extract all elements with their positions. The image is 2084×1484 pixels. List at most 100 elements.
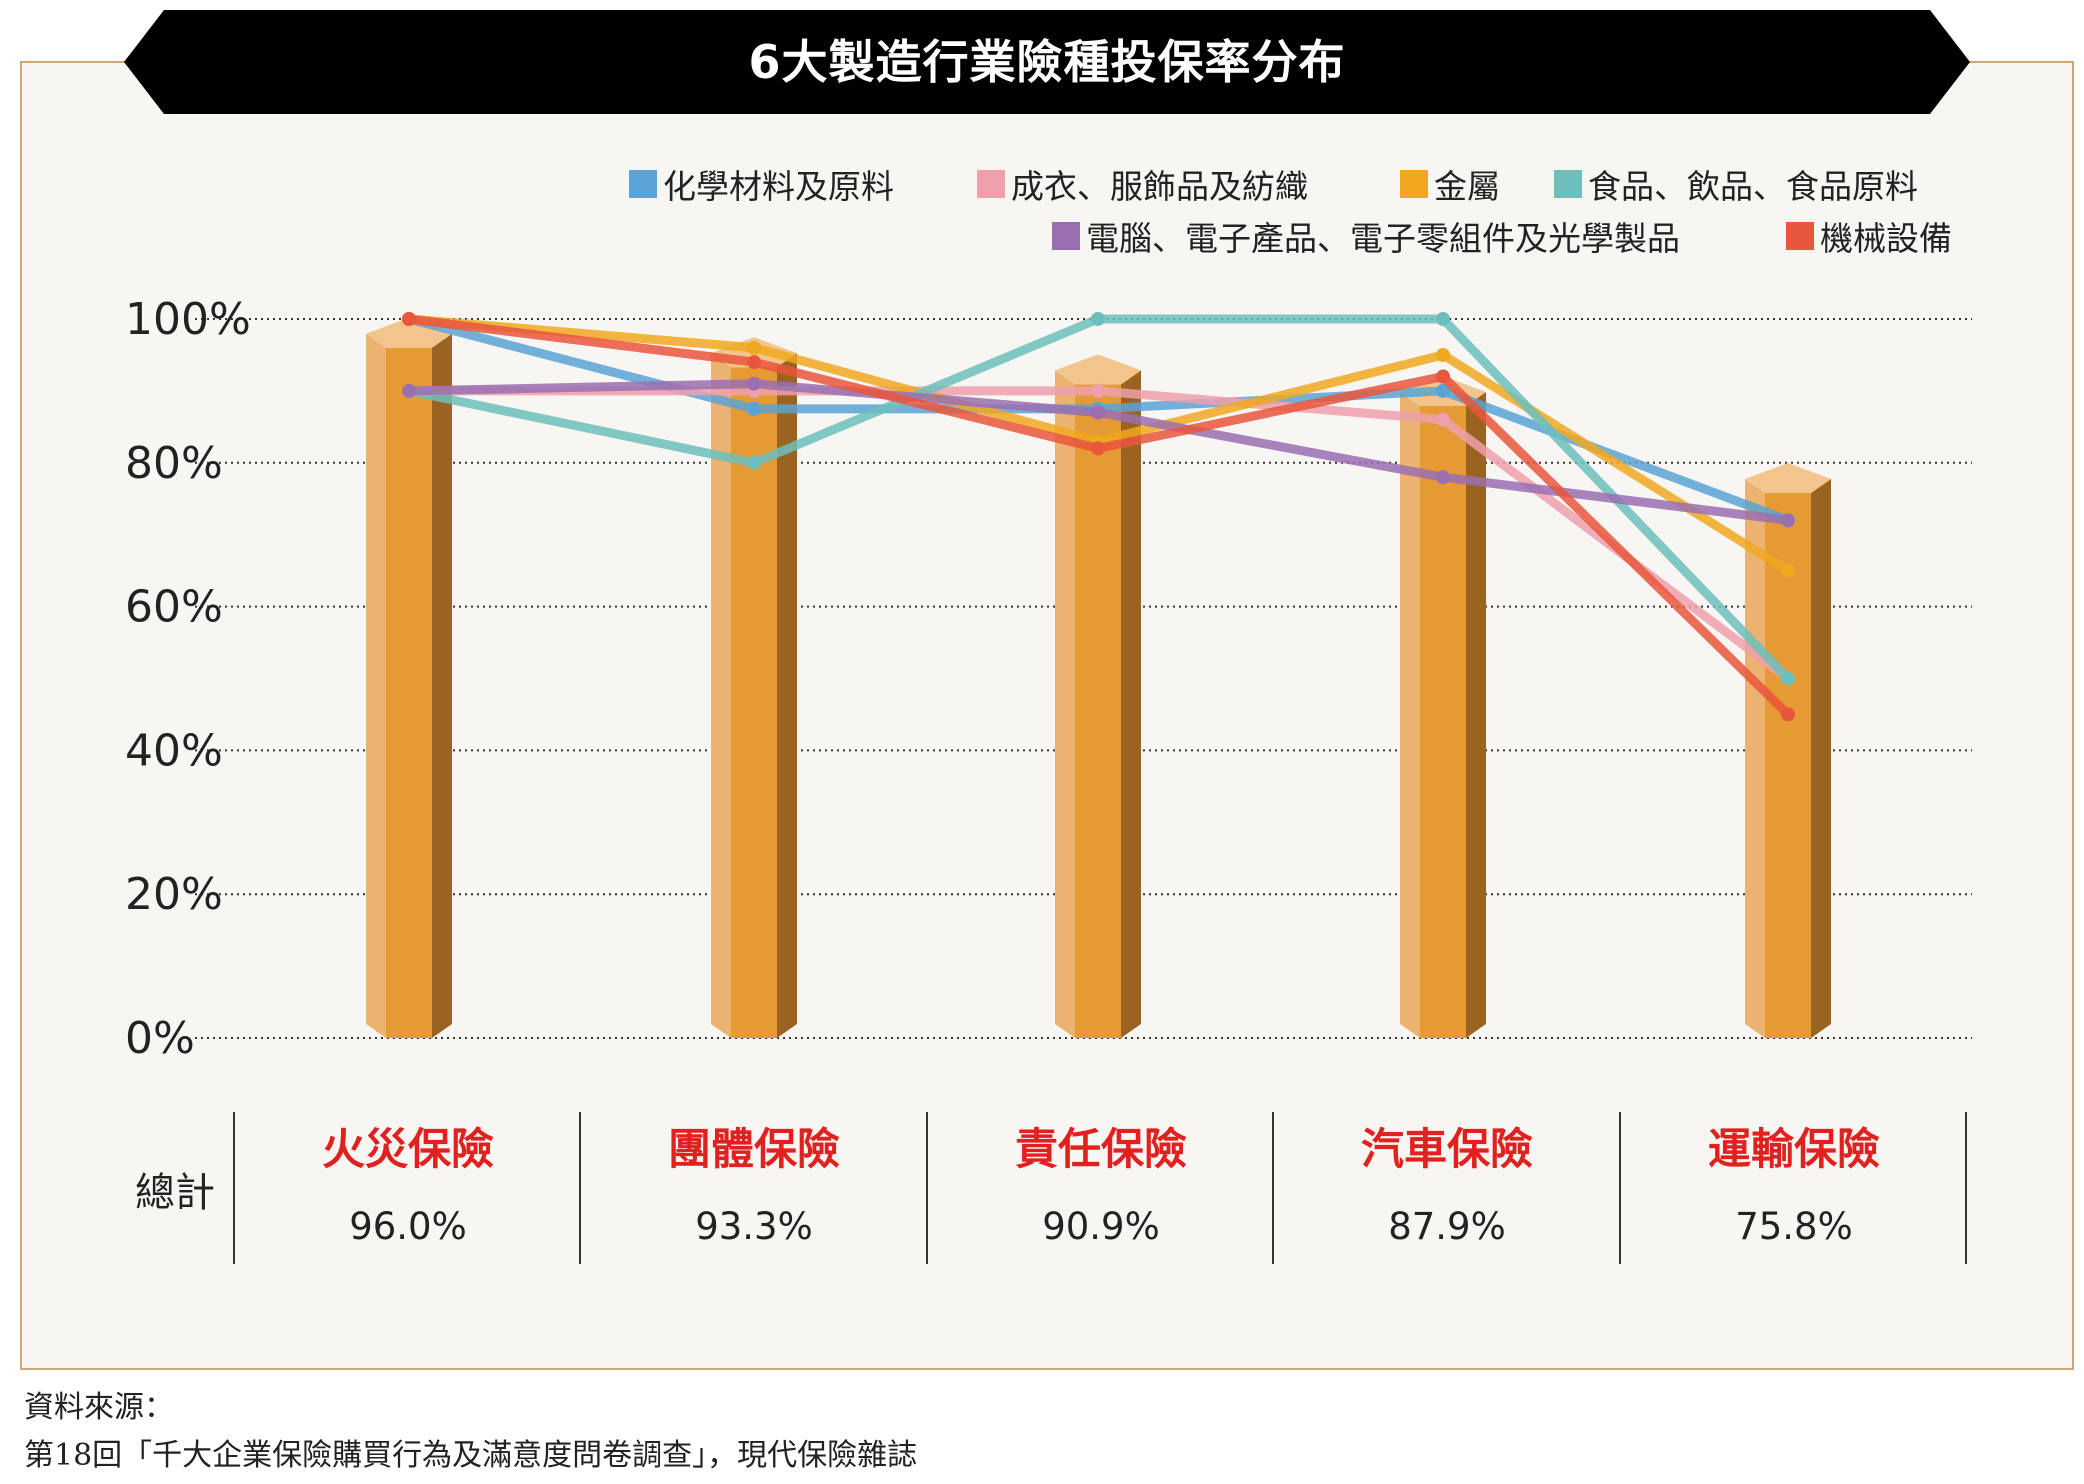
legend-item: 機械設備 bbox=[1786, 214, 1952, 258]
bar-side bbox=[777, 353, 797, 1039]
bar-side bbox=[432, 333, 452, 1038]
bar-bevel bbox=[1055, 370, 1075, 1039]
summary-divider bbox=[1272, 1112, 1274, 1264]
source-line: 第18回「千大企業保險購買行為及滿意度問卷調查」，現代保險雜誌 bbox=[24, 1438, 918, 1473]
y-tick-label: 100% bbox=[125, 294, 251, 345]
series-line bbox=[402, 312, 1795, 578]
series-lines bbox=[402, 312, 1795, 722]
bar-front bbox=[1075, 384, 1121, 1039]
legend-item: 金屬 bbox=[1400, 162, 1500, 206]
series-point bbox=[747, 376, 761, 391]
chart-panel bbox=[20, 61, 2074, 1370]
summary-column: 汽車保險 87.9% bbox=[1274, 1110, 1620, 1262]
y-tick-labels: 0% 20% 40% 60% 80% 100% bbox=[125, 294, 251, 1064]
source-line: 資料來源： bbox=[24, 1390, 174, 1425]
legend-swatch bbox=[977, 170, 1005, 198]
summary-category: 汽車保險 bbox=[1361, 1125, 1533, 1175]
bar-top bbox=[1055, 354, 1141, 385]
series-point bbox=[1436, 369, 1450, 384]
y-tick-label: 0% bbox=[125, 1013, 195, 1064]
series-point bbox=[1436, 412, 1450, 427]
legend-label: 成衣、服飾品及紡織 bbox=[1011, 167, 1308, 206]
series-point bbox=[747, 355, 761, 370]
series-point bbox=[1091, 383, 1105, 398]
summary-category: 火災保險 bbox=[322, 1125, 494, 1175]
bar bbox=[1055, 354, 1141, 1039]
series-point bbox=[1436, 470, 1450, 485]
legend-item: 電腦、電子產品、電子零組件及光學製品 bbox=[1052, 214, 1680, 258]
bar-front bbox=[386, 347, 432, 1038]
legend-label: 食品、飲品、食品原料 bbox=[1588, 167, 1918, 206]
bar bbox=[366, 317, 452, 1038]
bar-bevel bbox=[1400, 391, 1420, 1038]
summary-column: 火災保險 96.0% bbox=[235, 1110, 581, 1262]
summary-category: 團體保險 bbox=[668, 1125, 840, 1175]
legend-item: 化學材料及原料 bbox=[629, 162, 894, 206]
summary-value: 93.3% bbox=[695, 1205, 813, 1248]
summary-value: 75.8% bbox=[1735, 1205, 1853, 1248]
bar-side bbox=[1466, 391, 1486, 1038]
legend-swatch bbox=[1052, 222, 1080, 250]
bar-side bbox=[1811, 478, 1831, 1038]
bar-side bbox=[1121, 370, 1141, 1039]
summary-column: 團體保險 93.3% bbox=[581, 1110, 927, 1262]
bar-front bbox=[1420, 405, 1466, 1038]
legend-label: 金屬 bbox=[1434, 167, 1500, 206]
legend-swatch bbox=[1400, 170, 1428, 198]
y-tick-label: 80% bbox=[125, 438, 223, 489]
y-tick-label: 20% bbox=[125, 869, 223, 920]
summary-category: 責任保險 bbox=[1015, 1125, 1187, 1175]
bar bbox=[1400, 375, 1486, 1038]
bar-bevel bbox=[366, 333, 386, 1038]
series-point bbox=[747, 401, 761, 416]
bars bbox=[366, 317, 1831, 1039]
summary-value: 90.9% bbox=[1042, 1205, 1160, 1248]
legend-swatch bbox=[629, 170, 657, 198]
series-point bbox=[1091, 312, 1105, 326]
summary-divider bbox=[233, 1112, 235, 1264]
bar bbox=[1745, 462, 1831, 1038]
chart-title: 6大製造行業險種投保率分布 bbox=[748, 35, 1346, 89]
legend-item: 食品、飲品、食品原料 bbox=[1554, 162, 1918, 206]
legend-swatch bbox=[1786, 222, 1814, 250]
series-point bbox=[1781, 513, 1795, 528]
summary-divider bbox=[1965, 1112, 1967, 1264]
series-point bbox=[1436, 312, 1450, 326]
bar-top bbox=[366, 317, 452, 348]
legend-label: 化學材料及原料 bbox=[663, 167, 894, 206]
legend-swatch bbox=[1554, 170, 1582, 198]
legend-label: 電腦、電子產品、電子零組件及光學製品 bbox=[1086, 219, 1680, 258]
legend-item: 成衣、服飾品及紡織 bbox=[977, 162, 1308, 206]
series-point bbox=[1436, 347, 1450, 362]
summary-value: 96.0% bbox=[349, 1205, 467, 1248]
title-banner bbox=[124, 10, 1970, 114]
series-line bbox=[402, 312, 1795, 722]
y-tick-label: 40% bbox=[125, 725, 223, 776]
series-point bbox=[1436, 383, 1450, 398]
summary-value: 87.9% bbox=[1388, 1205, 1506, 1248]
series-point bbox=[402, 312, 416, 326]
series-point bbox=[1091, 441, 1105, 456]
bar bbox=[711, 337, 797, 1039]
y-tick-label: 60% bbox=[125, 582, 223, 633]
series-point bbox=[1091, 405, 1105, 420]
series-point bbox=[1781, 707, 1795, 722]
series-point bbox=[1781, 671, 1795, 686]
summary-divider bbox=[579, 1112, 581, 1264]
summary-column: 責任保險 90.9% bbox=[928, 1110, 1274, 1262]
legend-label: 機械設備 bbox=[1820, 219, 1952, 258]
bar-front bbox=[1765, 492, 1811, 1038]
summary-divider bbox=[926, 1112, 928, 1264]
summary-label: 總計 bbox=[135, 1170, 215, 1216]
series-point bbox=[747, 455, 761, 470]
series-point bbox=[1781, 563, 1795, 578]
bar-bevel bbox=[1745, 478, 1765, 1038]
series-point bbox=[402, 383, 416, 398]
bar-front bbox=[731, 367, 777, 1039]
series-point bbox=[747, 340, 761, 355]
summary-column: 運輸保險 75.8% bbox=[1621, 1110, 1967, 1262]
summary-category: 運輸保險 bbox=[1708, 1125, 1880, 1175]
summary-divider bbox=[1619, 1112, 1621, 1264]
bar-top bbox=[1745, 462, 1831, 493]
